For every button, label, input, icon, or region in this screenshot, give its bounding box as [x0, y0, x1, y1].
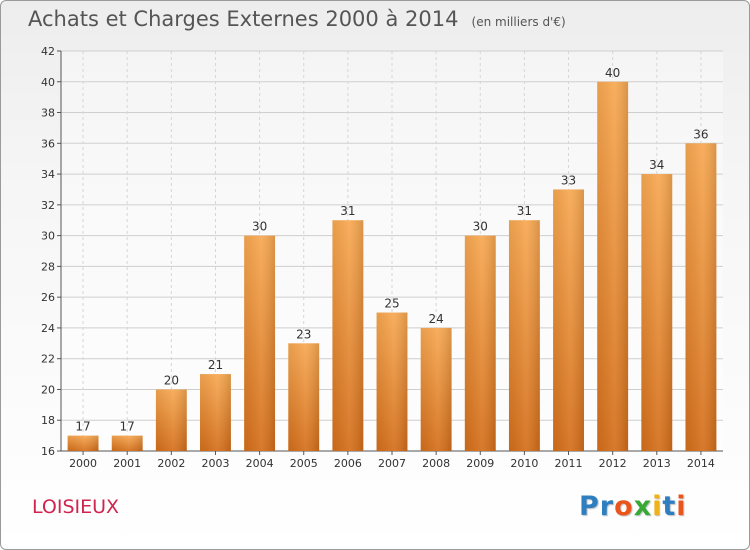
x-tick-label: 2008	[422, 457, 450, 470]
bar-value-label: 17	[120, 420, 135, 434]
y-tick-label: 18	[41, 414, 55, 427]
y-tick-label: 34	[41, 168, 55, 181]
logo-letter: P	[579, 491, 600, 522]
logo-letter: r	[599, 491, 615, 522]
x-tick-label: 2001	[113, 457, 141, 470]
bars	[67, 81, 717, 452]
x-tick-label: 2006	[334, 457, 362, 470]
y-tick-label: 30	[41, 230, 55, 243]
y-tick-label: 20	[41, 383, 55, 396]
x-tick-label: 2002	[157, 457, 185, 470]
bar-shading	[420, 327, 452, 451]
x-tick-label: 2004	[246, 457, 274, 470]
x-tick-label: 2003	[201, 457, 229, 470]
x-tick-label: 2013	[643, 457, 671, 470]
y-tick-label: 32	[41, 199, 55, 212]
bar-shading	[155, 389, 187, 451]
bar-shading	[332, 220, 364, 451]
bar-value-label: 17	[75, 420, 90, 434]
y-tick-label: 24	[41, 322, 55, 335]
bar-shading	[376, 312, 408, 451]
y-tick-label: 22	[41, 353, 55, 366]
y-tick-label: 42	[41, 45, 55, 58]
logo-letter: i	[652, 491, 663, 522]
bar-value-label: 33	[561, 173, 576, 187]
bar-shading	[464, 235, 496, 451]
x-tick-label: 2014	[687, 457, 715, 470]
x-tick-label: 2005	[290, 457, 318, 470]
bar-value-label: 31	[517, 204, 532, 218]
x-tick-label: 2000	[69, 457, 97, 470]
bar-value-label: 34	[649, 158, 664, 172]
bar-value-label: 24	[428, 312, 443, 326]
bar-value-label: 30	[252, 220, 267, 234]
bar-shading	[244, 235, 276, 451]
bar-value-label: 30	[473, 220, 488, 234]
bar-value-label: 25	[384, 297, 399, 311]
proxiti-logo: Proxiti	[579, 491, 687, 522]
y-tick-label: 38	[41, 107, 55, 120]
y-tick-label: 16	[41, 445, 55, 458]
bar-shading	[508, 220, 540, 451]
logo-letter: i	[676, 491, 687, 522]
bar-shading	[288, 343, 320, 451]
commune-name: LOISIEUX	[32, 496, 120, 518]
bar-value-label: 40	[605, 66, 620, 80]
logo-letter: x	[633, 491, 653, 522]
y-tick-label: 26	[41, 291, 55, 304]
bar-shading	[597, 81, 629, 452]
bar-value-label: 20	[164, 373, 179, 387]
bar-value-label: 31	[340, 204, 355, 218]
bar-shading	[111, 435, 143, 451]
chart-title-block: Achats et Charges Externes 2000 à 2014 (…	[28, 7, 566, 31]
bar-shading	[200, 374, 231, 451]
chart-subtitle: (en milliers d'€)	[471, 15, 566, 29]
labels: 16 18 20 22 24 26 28 30 32 34 36 38 40 42 17 2000 17 2001…	[41, 45, 715, 470]
x-tick-label: 2009	[466, 457, 494, 470]
x-tick-label: 2010	[510, 457, 538, 470]
bar-value-label: 36	[693, 127, 708, 141]
x-tick-label: 2007	[378, 457, 406, 470]
y-tick-label: 40	[41, 76, 55, 89]
x-tick-label: 2011	[555, 457, 583, 470]
logo-letter: o	[614, 491, 634, 522]
bar-shading	[641, 174, 673, 452]
bar-value-label: 21	[208, 358, 223, 372]
bar-shading	[685, 143, 717, 452]
y-tick-label: 36	[41, 137, 55, 150]
bar-shading	[553, 189, 584, 451]
chart-title: Achats et Charges Externes 2000 à 2014	[28, 7, 459, 31]
y-tick-label: 28	[41, 260, 55, 273]
bar-shading	[67, 435, 99, 451]
x-tick-label: 2012	[599, 457, 627, 470]
bar-value-label: 23	[296, 327, 311, 341]
logo-letter: t	[662, 491, 677, 522]
